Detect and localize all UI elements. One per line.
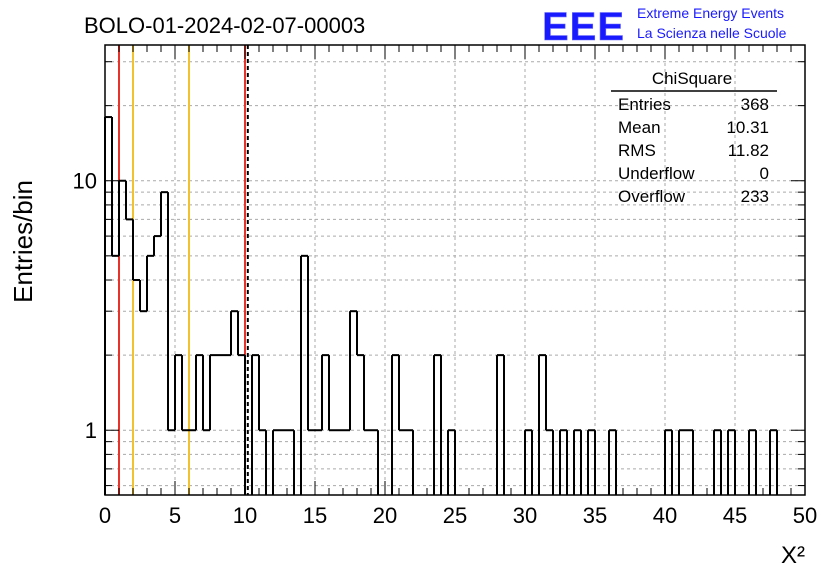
y-tick-labels: 1 10 xyxy=(73,169,97,443)
x-tick-label: 0 xyxy=(99,503,111,528)
stats-row-label: Overflow xyxy=(618,187,686,206)
x-tick-label: 25 xyxy=(443,503,467,528)
stats-title: ChiSquare xyxy=(652,69,732,88)
axis-ticks xyxy=(104,45,806,495)
y-tick-label: 10 xyxy=(73,169,97,194)
eee-logo-line1: Extreme Energy Events xyxy=(637,5,784,21)
stats-row-label: Mean xyxy=(618,118,661,137)
stats-row-value: 0 xyxy=(760,164,769,183)
x-axis-label: X² xyxy=(781,542,805,569)
x-tick-label: 35 xyxy=(583,503,607,528)
stats-row-label: Underflow xyxy=(618,164,695,183)
eee-logo-mark: EEE xyxy=(542,5,625,49)
x-tick-label: 5 xyxy=(169,503,181,528)
chart-title: BOLO-01-2024-02-07-00003 xyxy=(84,13,365,38)
x-tick-label: 15 xyxy=(303,503,327,528)
stats-rows: Entries 368 Mean 10.31 RMS 11.82 Underflow 0 Ove… xyxy=(618,95,769,206)
stats-row-label: Entries xyxy=(618,95,671,114)
y-axis-label: Entries/bin xyxy=(8,180,38,303)
x-tick-label: 40 xyxy=(653,503,677,528)
stats-row-label: RMS xyxy=(618,141,656,160)
eee-logo-line2: La Scienza nelle Scuole xyxy=(637,25,787,41)
x-tick-label: 30 xyxy=(513,503,537,528)
eee-logo: EEE Extreme Energy Events La Scienza nel… xyxy=(542,5,787,50)
x-tick-label: 20 xyxy=(373,503,397,528)
threshold-markers xyxy=(118,45,249,495)
stats-box: ChiSquare Entries 368 Mean 10.31 RMS 11.82 Und… xyxy=(611,69,777,206)
stats-row-value: 368 xyxy=(741,95,769,114)
x-tick-label: 45 xyxy=(723,503,747,528)
x-tick-labels: 0 5 10 15 20 25 30 35 40 45 50 xyxy=(99,503,817,528)
stats-row-value: 10.31 xyxy=(726,118,769,137)
y-tick-label: 1 xyxy=(85,418,97,443)
stats-row-value: 233 xyxy=(741,187,769,206)
stats-row-value: 11.82 xyxy=(728,141,769,160)
x-tick-label: 50 xyxy=(793,503,817,528)
x-tick-label: 10 xyxy=(233,503,257,528)
